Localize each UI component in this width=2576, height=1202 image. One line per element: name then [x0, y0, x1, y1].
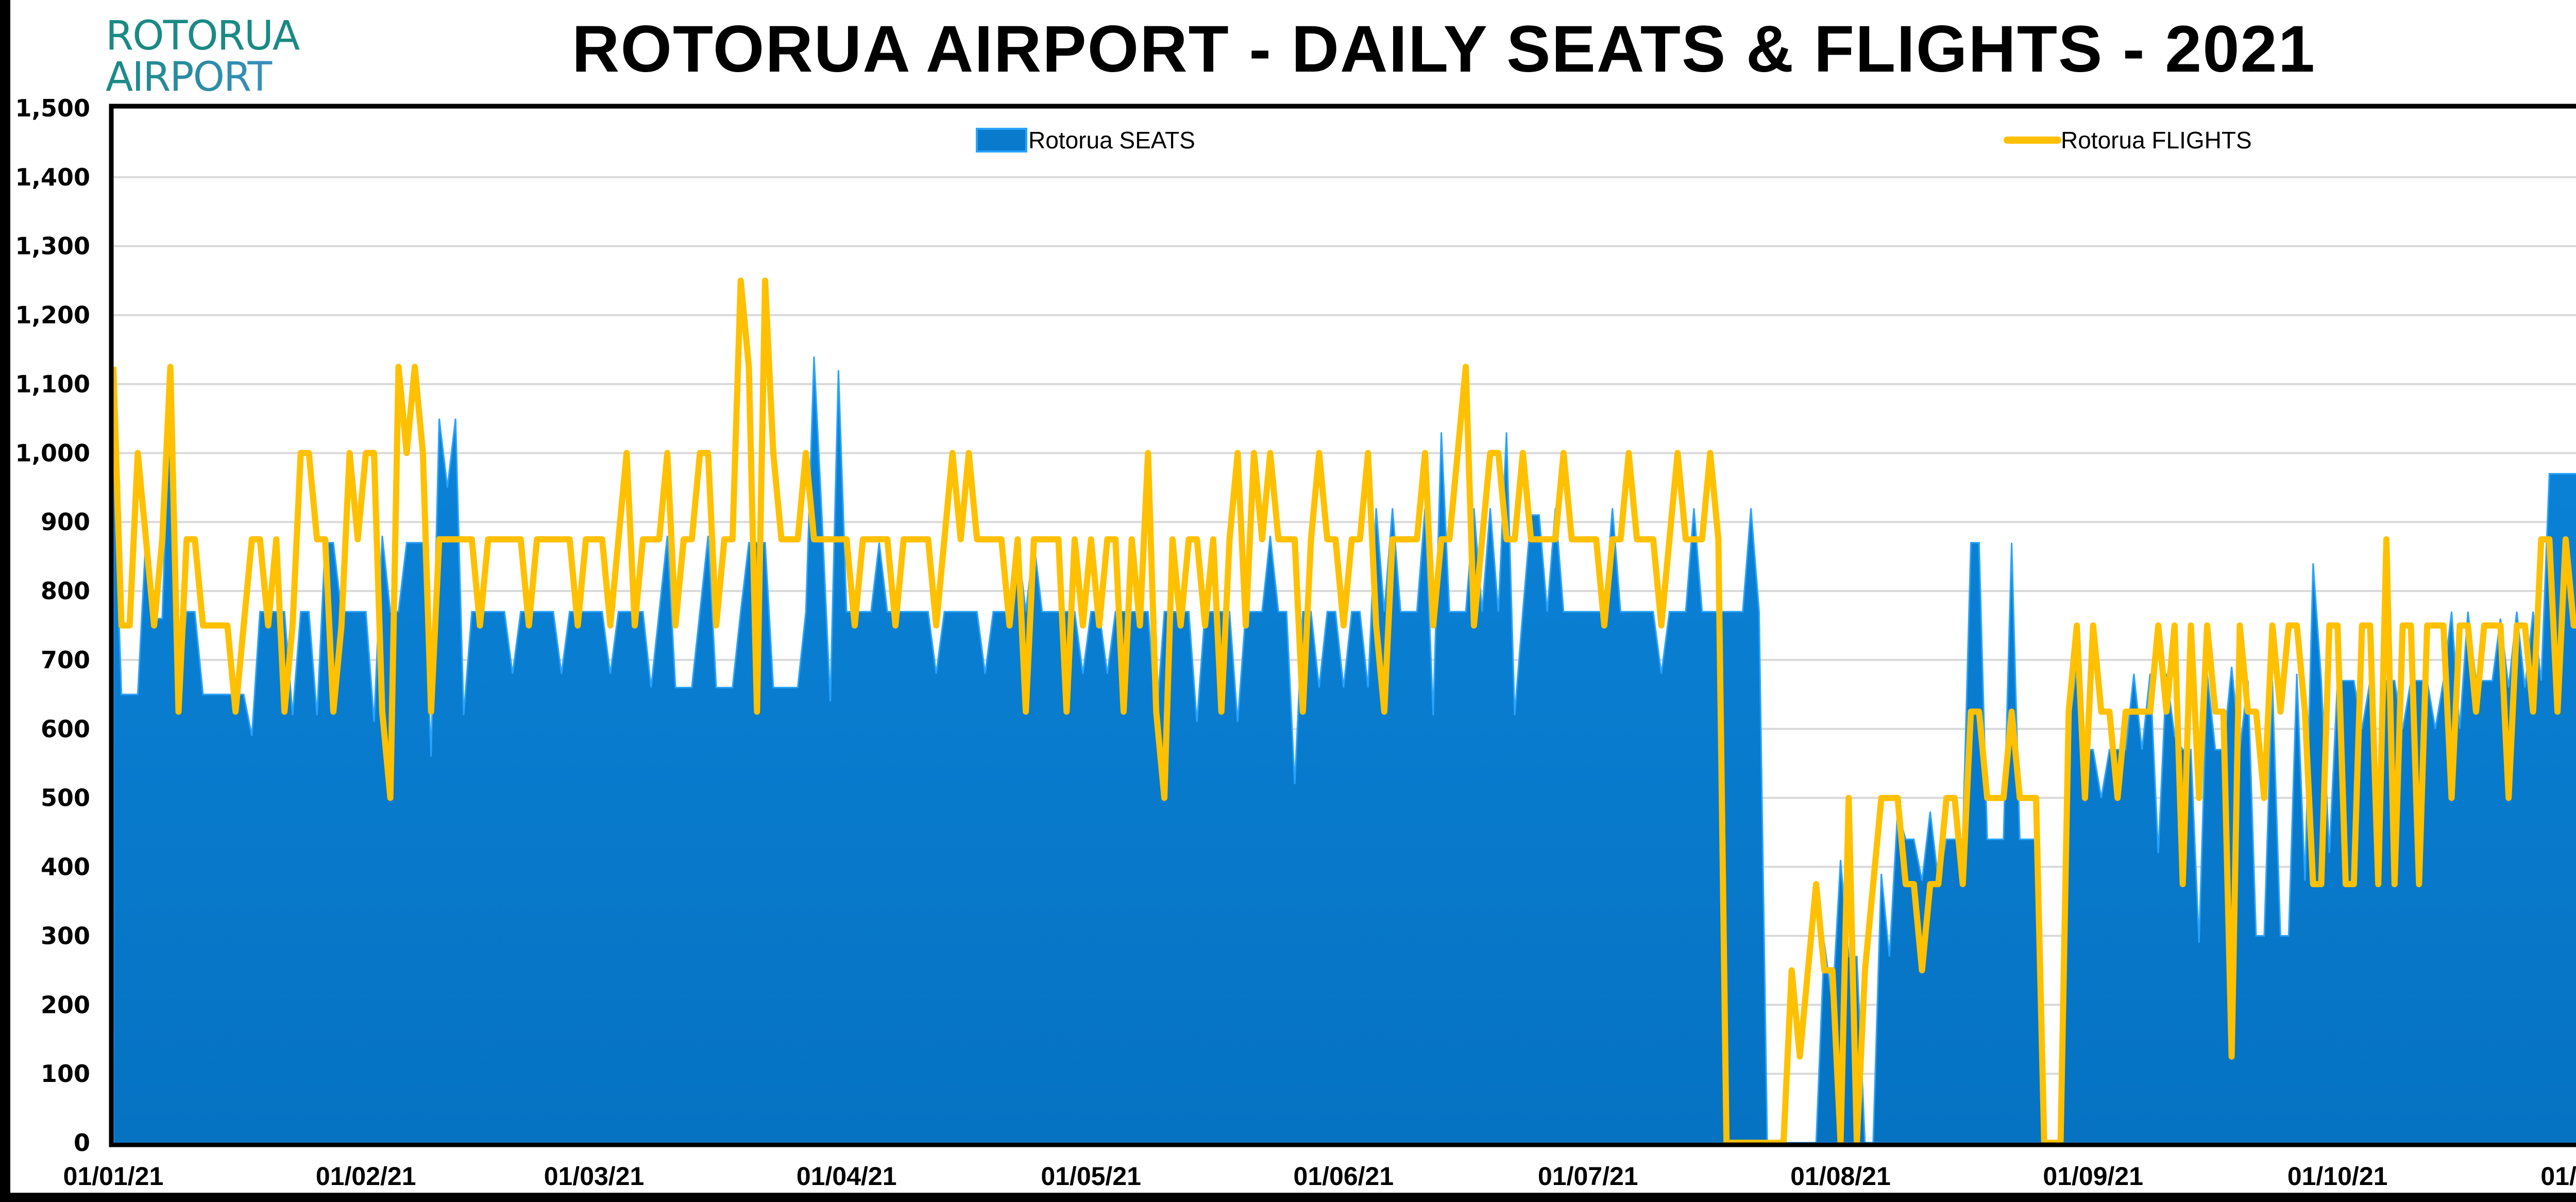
x-tick-label: 01/07/21 — [1538, 1162, 1638, 1191]
left-y-tick-label: 700 — [41, 646, 90, 674]
flights-line-series — [110, 277, 2576, 1146]
x-tick-label: 01/05/21 — [1041, 1162, 1141, 1191]
chart-title: ROTORUA AIRPORT - DAILY SEATS & FLIGHTS … — [572, 12, 2316, 86]
seats-area-series — [112, 356, 2576, 1144]
plot-area: 0 100 200 300 400 500 600 700 800 900 1,000 1,100 1,… — [15, 94, 2576, 1191]
left-y-tick-label: 300 — [41, 922, 90, 950]
x-tick-label: 01/08/21 — [1790, 1162, 1891, 1191]
x-axis: 01/01/21 01/02/21 01/03/21 01/04/21 01/05/21… — [63, 1162, 2576, 1191]
seats-legend-swatch — [976, 128, 1027, 153]
left-y-tick-label: 1,400 — [15, 163, 90, 191]
logo-left-line2: AIRPORT — [106, 57, 299, 98]
left-y-tick-label: 0 — [74, 1129, 90, 1157]
legend-item-seats[interactable]: Rotorua SEATS — [976, 127, 1195, 154]
left-y-tick-label: 1,300 — [15, 232, 90, 260]
x-tick-label: 01/06/21 — [1294, 1162, 1394, 1191]
left-y-tick-label: 200 — [41, 991, 90, 1019]
x-tick-label: 01/09/21 — [2043, 1162, 2143, 1191]
legend-item-flights[interactable]: Rotorua FLIGHTS — [2004, 127, 2252, 154]
flights-legend-label: Rotorua FLIGHTS — [2061, 127, 2252, 154]
left-y-tick-label: 100 — [41, 1060, 90, 1088]
left-y-tick-label: 1,000 — [15, 439, 90, 467]
plot-frame — [109, 104, 2576, 1147]
left-y-tick-label: 500 — [41, 784, 90, 812]
left-y-axis: 0 100 200 300 400 500 600 700 800 900 1,000 1,100 1,… — [15, 94, 90, 1157]
seats-legend-label: Rotorua SEATS — [1028, 127, 1195, 154]
left-y-tick-label: 1,200 — [15, 301, 90, 329]
x-tick-label: 01/02/21 — [316, 1162, 416, 1191]
x-tick-label: 01/11/21 — [2540, 1162, 2576, 1191]
left-y-tick-label: 600 — [41, 715, 90, 743]
left-y-tick-label: 400 — [41, 853, 90, 881]
x-tick-label: 01/01/21 — [63, 1162, 164, 1191]
x-tick-label: 01/04/21 — [796, 1162, 897, 1191]
x-tick-label: 01/10/21 — [2287, 1162, 2388, 1191]
left-y-tick-label: 900 — [41, 508, 90, 536]
left-y-tick-label: 1,500 — [15, 94, 90, 122]
logo-left-line1: ROTORUA — [106, 13, 300, 59]
rotorua-airport-logo: ROTORUA AIRPORT — [106, 13, 300, 98]
legend: Rotorua SEATS Rotorua FLIGHTS — [976, 127, 2252, 154]
left-y-tick-label: 800 — [41, 577, 90, 605]
left-y-tick-label: 1,100 — [15, 370, 90, 398]
x-tick-label: 01/03/21 — [544, 1162, 645, 1191]
